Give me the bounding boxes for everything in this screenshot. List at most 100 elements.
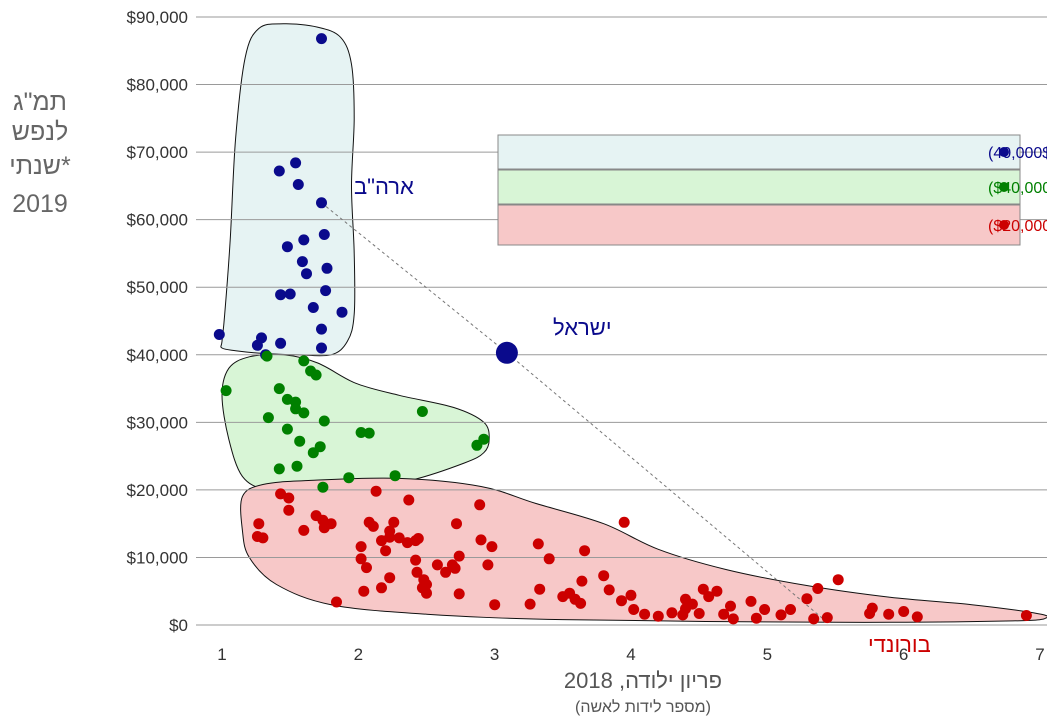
data-point-series-0 xyxy=(316,323,327,335)
annotation-israel: ישראל xyxy=(553,315,612,340)
data-point-series-2 xyxy=(475,534,487,546)
data-point-series-2 xyxy=(283,504,295,516)
annotation-usa: ארה"ב xyxy=(354,174,414,199)
y-tick-label: $60,000 xyxy=(127,211,188,230)
data-point-series-2 xyxy=(449,562,461,574)
x-tick-label: 6 xyxy=(899,645,908,664)
x-tick-label: 3 xyxy=(490,645,499,664)
data-point-series-2 xyxy=(883,608,895,620)
data-point-series-2 xyxy=(1020,610,1032,621)
data-point-series-1 xyxy=(291,460,303,472)
data-point-series-2 xyxy=(618,516,630,528)
y-tick-label: $50,000 xyxy=(127,278,188,297)
data-point-series-2 xyxy=(821,612,833,624)
cluster-regions xyxy=(220,23,1047,623)
data-point-series-2 xyxy=(431,559,443,571)
y-axis-label-line-3: שנתי* xyxy=(9,152,71,180)
data-point-series-2 xyxy=(275,488,287,500)
data-point-series-2 xyxy=(832,574,844,586)
y-axis-label: תמ"ג לנפש שנתי* 2019 xyxy=(9,88,71,218)
data-point-series-0 xyxy=(296,256,308,268)
y-axis-label-line-2: לנפש xyxy=(12,118,68,146)
x-axis-sublabel: (מספר לידות לאשה) xyxy=(575,698,711,716)
data-point-series-2 xyxy=(725,600,736,612)
data-point-series-2 xyxy=(727,613,739,625)
data-point-series-2 xyxy=(603,584,615,596)
x-tick-label: 7 xyxy=(1035,645,1044,664)
data-point-series-2 xyxy=(361,562,372,574)
data-point-series-2 xyxy=(370,485,382,497)
data-point-series-2 xyxy=(534,583,546,595)
data-point-series-0 xyxy=(307,302,319,313)
data-point-series-1 xyxy=(294,435,306,447)
data-point-series-0 xyxy=(320,285,332,297)
y-tick-label: $0 xyxy=(169,616,188,635)
data-point-series-0 xyxy=(290,157,302,169)
data-point-series-1 xyxy=(281,423,293,435)
data-point-series-2 xyxy=(318,522,330,534)
data-point-series-2 xyxy=(421,587,432,599)
data-point-series-1 xyxy=(298,407,310,419)
data-point-series-2 xyxy=(253,518,265,530)
y-tick-labels: $0 $10,000 $20,000 $30,000 $40,000 $50,000 $60… xyxy=(127,8,188,635)
data-point-series-2 xyxy=(355,541,367,553)
data-point-series-2 xyxy=(376,582,387,594)
data-point-series-0 xyxy=(292,179,304,190)
data-point-series-2 xyxy=(616,595,627,607)
data-point-series-2 xyxy=(532,538,544,550)
data-point-series-0 xyxy=(316,197,327,209)
data-point-series-2 xyxy=(376,535,387,547)
data-point-series-0 xyxy=(281,241,293,253)
data-point-series-2 xyxy=(557,591,569,603)
data-point-series-2 xyxy=(785,604,796,615)
legend: 23 מדינות עם הכנסות גבוהות (מעל 40,000$%… xyxy=(497,134,1047,246)
data-point-series-2 xyxy=(639,608,651,620)
data-point-series-2 xyxy=(451,518,462,530)
x-axis-label: פריון ילודה, 2018 xyxy=(564,668,722,693)
data-point-series-0 xyxy=(273,165,285,177)
data-point-series-0 xyxy=(321,262,333,274)
data-point-series-2 xyxy=(388,516,400,528)
legend-label-low: 95 מדינות עם הכנסות נמוכות ($750 – $20,0… xyxy=(988,218,1047,235)
legend-box-mid xyxy=(497,169,1021,205)
highlight-points xyxy=(495,341,518,364)
data-point-series-2 xyxy=(355,553,367,565)
legend-marker-mid xyxy=(999,182,1009,192)
data-point-series-0 xyxy=(316,33,327,45)
data-point-series-2 xyxy=(693,608,705,619)
cluster-region-1 xyxy=(221,353,490,493)
data-point-series-2 xyxy=(393,532,405,544)
y-tick-label: $20,000 xyxy=(127,481,188,500)
data-point-series-2 xyxy=(711,585,723,597)
data-point-series-2 xyxy=(775,609,787,621)
data-points xyxy=(213,33,1032,625)
data-point-series-1 xyxy=(273,383,285,395)
data-point-series-2 xyxy=(750,612,762,624)
data-point-series-2 xyxy=(257,532,269,544)
y-axis-label-line-1: תמ"ג xyxy=(13,88,67,116)
data-point-series-2 xyxy=(579,545,591,557)
legend-label-high: 23 מדינות עם הכנסות גבוהות (מעל 40,000$%… xyxy=(988,144,1047,162)
data-point-series-2 xyxy=(898,606,910,617)
data-point-series-2 xyxy=(686,598,698,610)
x-tick-label: 5 xyxy=(763,645,772,664)
data-point-series-1 xyxy=(262,412,274,424)
y-tick-label: $10,000 xyxy=(127,548,188,567)
y-tick-label: $40,000 xyxy=(127,346,188,365)
data-point-series-2 xyxy=(652,610,664,622)
data-point-series-0 xyxy=(301,268,312,280)
data-point-series-0 xyxy=(213,329,225,340)
data-point-series-2 xyxy=(745,595,757,607)
data-point-series-2 xyxy=(412,533,424,544)
annotation-burundi: בורונדי xyxy=(868,632,931,657)
data-point-series-1 xyxy=(416,406,428,417)
data-point-series-2 xyxy=(576,575,588,587)
data-point-series-2 xyxy=(474,499,486,511)
data-point-series-2 xyxy=(283,492,295,504)
dashed-connector xyxy=(321,202,824,620)
data-point-series-1 xyxy=(343,472,355,484)
data-point-series-1 xyxy=(355,427,367,438)
x-tick-label: 2 xyxy=(354,645,363,664)
data-point-series-2 xyxy=(486,541,498,553)
